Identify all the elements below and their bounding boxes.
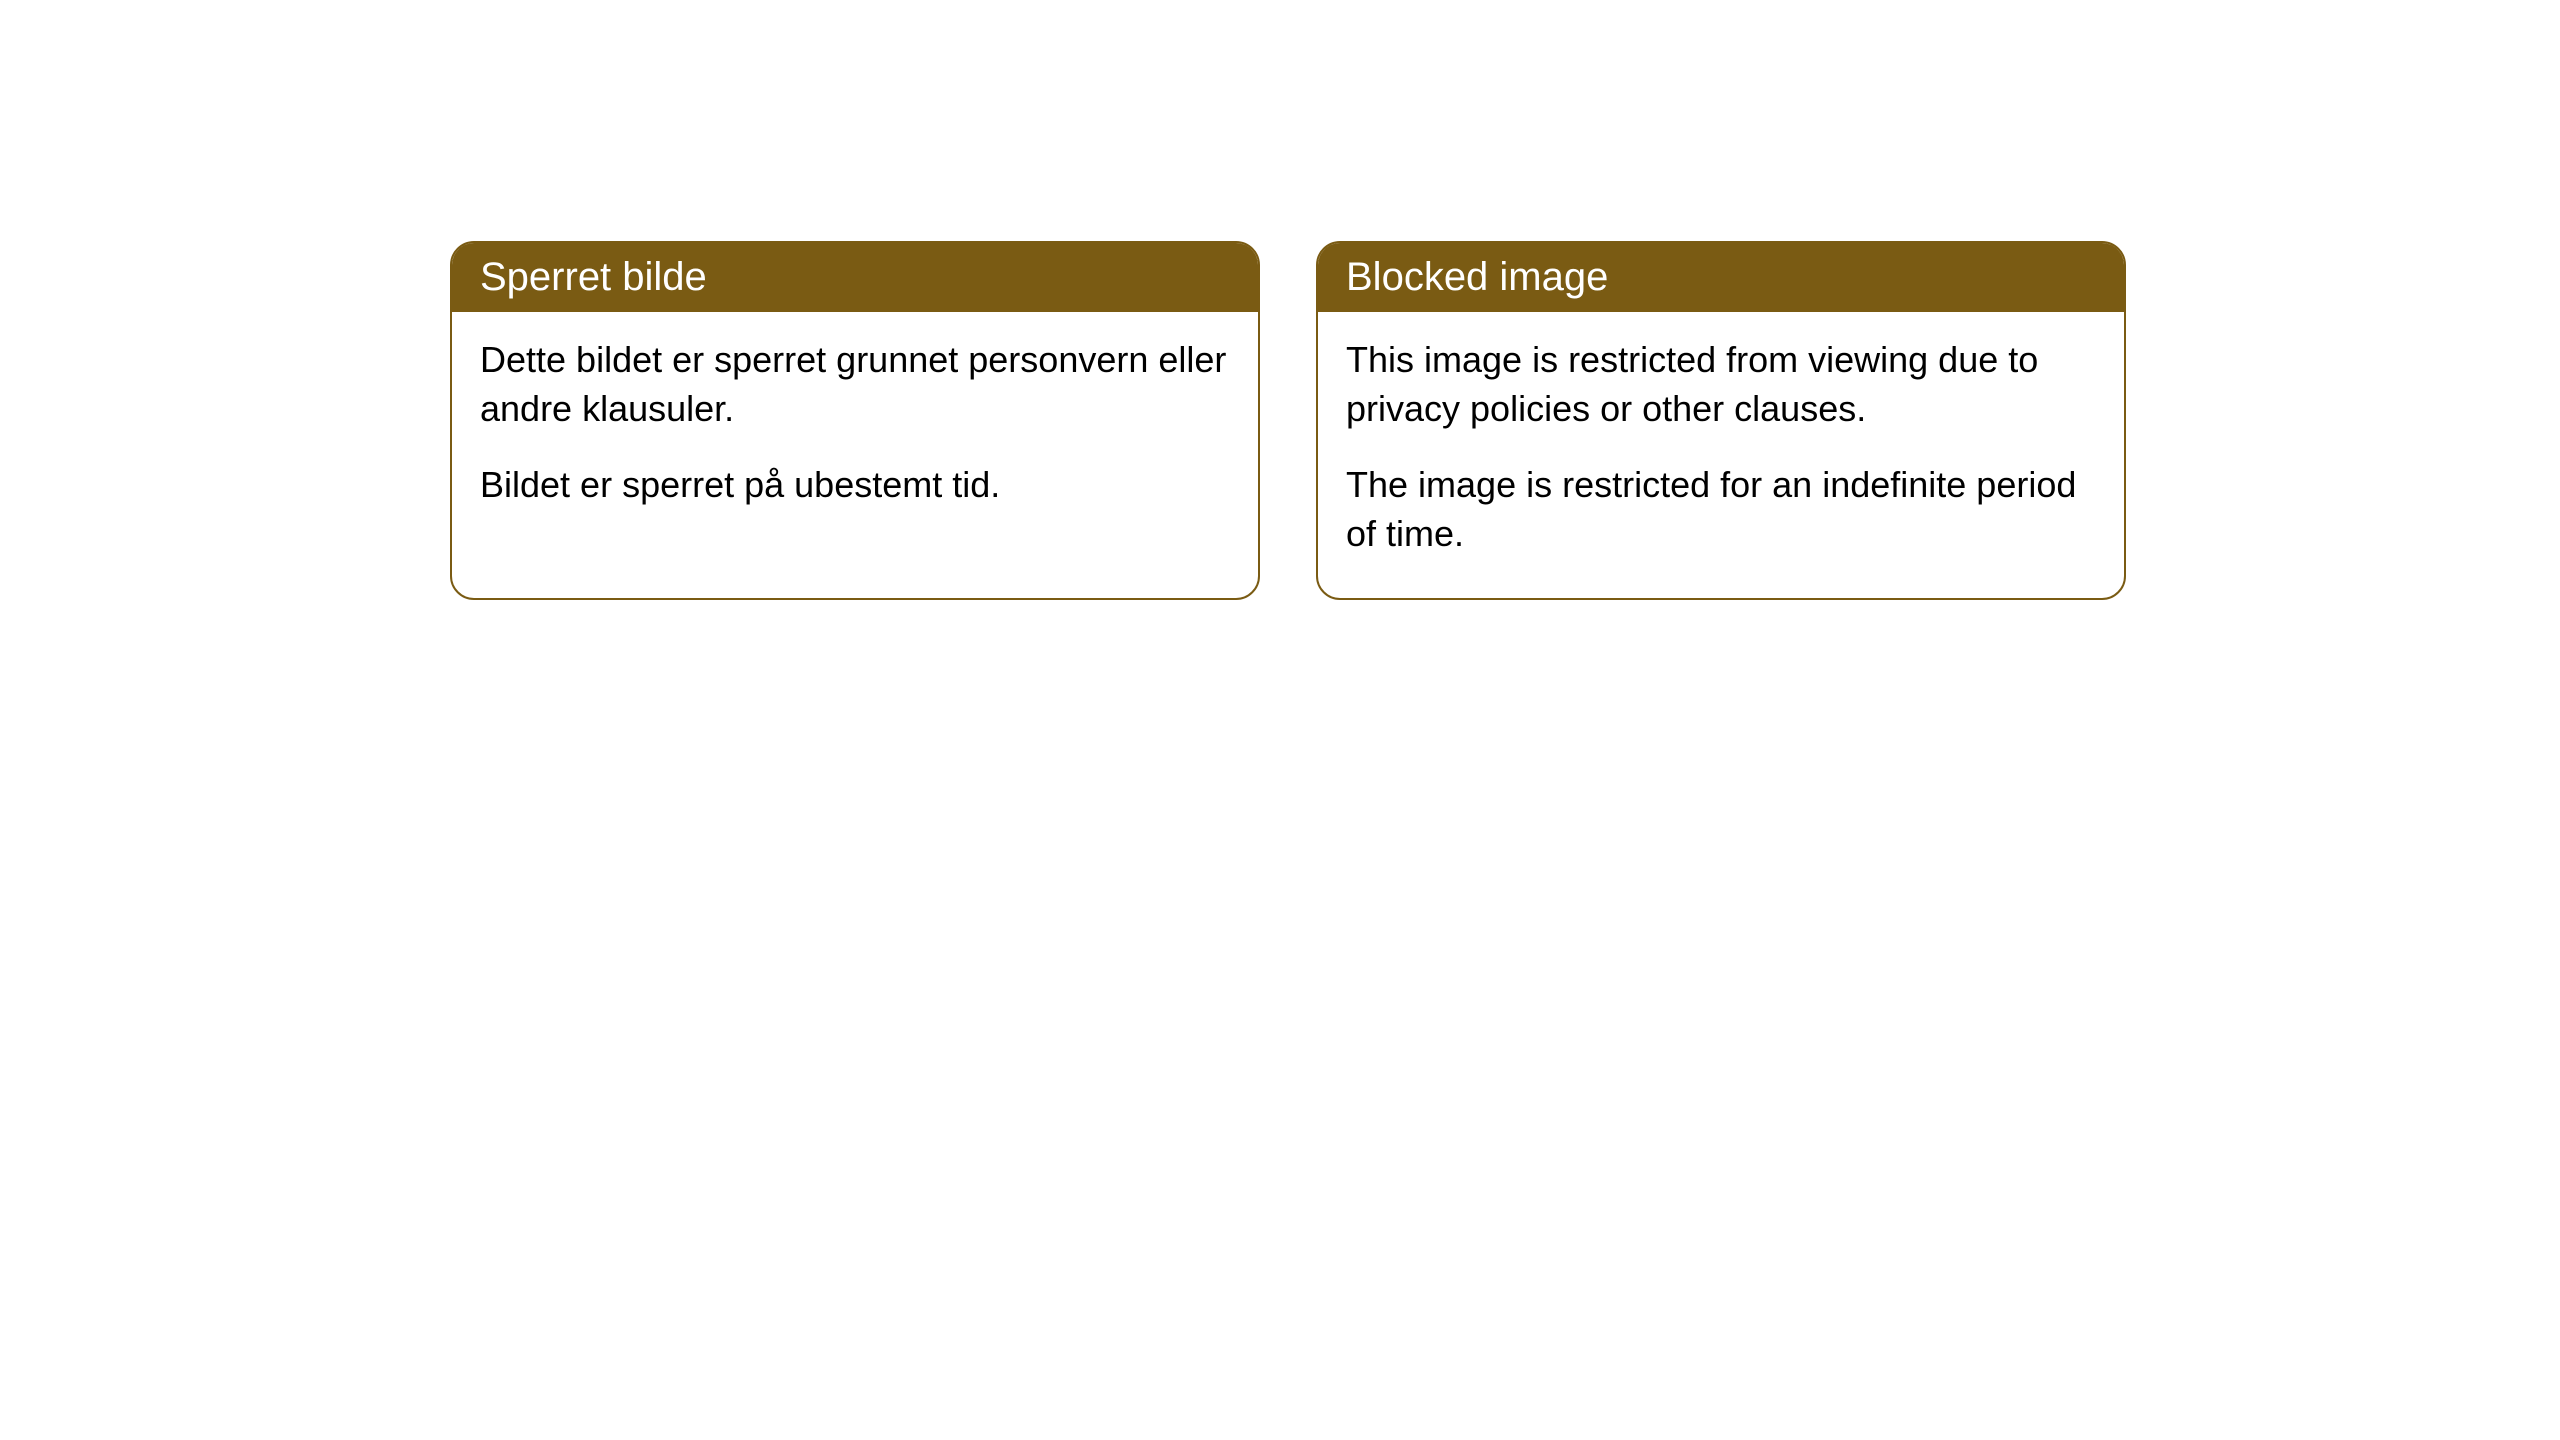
card-header-en: Blocked image [1318,243,2124,312]
blocked-image-card-no: Sperret bilde Dette bildet er sperret gr… [450,241,1260,600]
card-header-no: Sperret bilde [452,243,1258,312]
card-title-no: Sperret bilde [480,255,707,299]
card-paragraph-en-2: The image is restricted for an indefinit… [1346,461,2096,558]
card-paragraph-en-1: This image is restricted from viewing du… [1346,336,2096,433]
card-paragraph-no-1: Dette bildet er sperret grunnet personve… [480,336,1230,433]
card-paragraph-no-2: Bildet er sperret på ubestemt tid. [480,461,1230,510]
card-body-no: Dette bildet er sperret grunnet personve… [452,312,1258,550]
notice-container: Sperret bilde Dette bildet er sperret gr… [450,241,2126,600]
card-title-en: Blocked image [1346,255,1608,299]
card-body-en: This image is restricted from viewing du… [1318,312,2124,598]
blocked-image-card-en: Blocked image This image is restricted f… [1316,241,2126,600]
